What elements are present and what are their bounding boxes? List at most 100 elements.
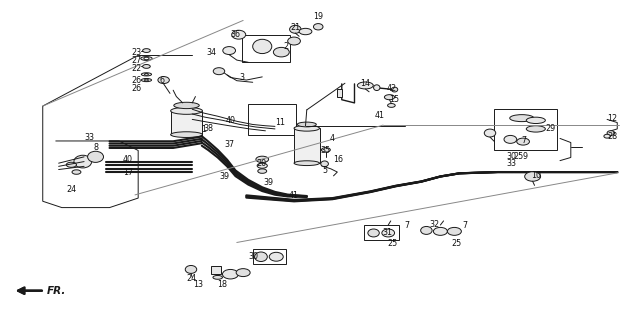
Ellipse shape (607, 131, 615, 135)
Ellipse shape (141, 73, 151, 76)
Ellipse shape (517, 138, 530, 145)
Text: 39: 39 (263, 178, 273, 187)
Ellipse shape (527, 126, 545, 132)
Text: 37: 37 (224, 140, 235, 149)
Bar (495, 109, 557, 150)
Text: 23: 23 (132, 48, 142, 57)
Text: 18: 18 (217, 280, 227, 289)
Text: 36: 36 (231, 30, 240, 39)
Ellipse shape (314, 24, 323, 30)
Circle shape (72, 170, 81, 174)
Text: 41: 41 (375, 111, 385, 120)
Text: 25: 25 (387, 239, 397, 248)
Bar (171, 111, 203, 135)
Text: 40: 40 (122, 155, 132, 164)
Circle shape (258, 169, 266, 173)
Text: 34: 34 (206, 48, 217, 57)
Ellipse shape (288, 37, 300, 45)
Ellipse shape (222, 269, 238, 279)
Circle shape (257, 163, 267, 168)
Text: 7: 7 (462, 220, 467, 229)
Ellipse shape (171, 132, 203, 138)
Text: 1: 1 (201, 125, 206, 134)
Text: 8: 8 (93, 143, 98, 152)
Ellipse shape (504, 135, 517, 143)
Text: 38: 38 (203, 124, 213, 133)
Text: 30: 30 (507, 152, 517, 161)
Ellipse shape (368, 229, 380, 237)
Ellipse shape (604, 134, 610, 138)
Text: 12: 12 (607, 114, 617, 123)
Text: 40: 40 (226, 116, 235, 125)
Ellipse shape (174, 102, 199, 108)
Ellipse shape (273, 47, 289, 57)
Text: 3: 3 (240, 73, 244, 82)
Text: 16: 16 (334, 155, 344, 164)
Text: 42: 42 (387, 84, 397, 93)
Text: 39: 39 (219, 172, 229, 181)
Text: 30: 30 (249, 252, 258, 260)
Text: 13: 13 (194, 280, 204, 289)
Text: 15: 15 (389, 95, 399, 104)
Text: 10: 10 (531, 172, 541, 180)
Text: 24: 24 (186, 274, 196, 283)
Text: 41: 41 (289, 191, 299, 200)
Ellipse shape (254, 252, 267, 261)
Ellipse shape (382, 229, 394, 237)
Ellipse shape (213, 68, 225, 75)
Ellipse shape (374, 85, 380, 91)
Circle shape (142, 65, 150, 68)
Ellipse shape (297, 122, 316, 127)
Circle shape (144, 73, 148, 75)
Bar (364, 225, 399, 240)
Text: 20: 20 (256, 159, 266, 168)
Ellipse shape (141, 78, 151, 82)
Ellipse shape (252, 39, 272, 53)
Text: 7: 7 (404, 220, 410, 229)
Text: 6: 6 (160, 76, 165, 85)
Text: 4: 4 (330, 134, 335, 143)
Ellipse shape (357, 82, 373, 89)
Text: 2: 2 (284, 42, 289, 51)
Ellipse shape (484, 129, 496, 137)
Bar (337, 89, 343, 97)
Text: 33: 33 (507, 159, 517, 168)
Ellipse shape (141, 57, 152, 60)
Bar (252, 249, 286, 264)
Text: 31: 31 (382, 228, 392, 237)
Text: 19: 19 (313, 12, 323, 21)
Text: 28: 28 (607, 132, 617, 141)
Ellipse shape (321, 161, 328, 167)
Circle shape (388, 104, 395, 107)
Ellipse shape (299, 28, 312, 35)
Text: 14: 14 (360, 79, 371, 88)
Text: 17: 17 (123, 168, 134, 177)
Ellipse shape (527, 117, 545, 124)
Bar (248, 105, 296, 135)
Ellipse shape (392, 87, 397, 92)
Ellipse shape (232, 30, 246, 39)
Ellipse shape (185, 266, 197, 273)
Text: 27: 27 (132, 56, 142, 65)
Text: 24: 24 (66, 185, 77, 194)
Bar (242, 35, 289, 62)
Ellipse shape (433, 228, 447, 235)
Circle shape (142, 49, 150, 52)
Text: 35: 35 (321, 146, 331, 155)
Text: 26: 26 (132, 76, 142, 85)
Ellipse shape (269, 252, 283, 261)
Text: 29: 29 (545, 124, 555, 133)
Ellipse shape (294, 161, 320, 165)
Text: 25: 25 (451, 239, 461, 248)
Text: FR.: FR. (47, 286, 66, 296)
Bar (212, 266, 221, 274)
Ellipse shape (223, 47, 236, 54)
Circle shape (144, 79, 148, 81)
Text: 11: 11 (275, 118, 285, 127)
Ellipse shape (510, 115, 534, 122)
Ellipse shape (88, 151, 104, 162)
Text: 5: 5 (322, 166, 327, 175)
Ellipse shape (420, 227, 432, 234)
Circle shape (144, 57, 149, 60)
Ellipse shape (171, 107, 203, 114)
